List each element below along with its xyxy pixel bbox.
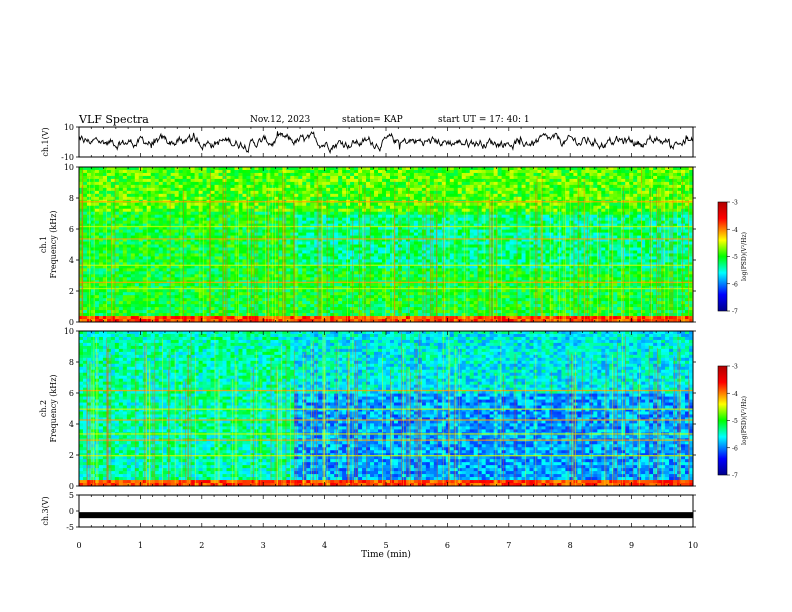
- ch2-spectrogram-ytick-3: 6: [69, 389, 74, 398]
- colorbar-2-tick-1: -4: [732, 391, 738, 398]
- ch1-spectrogram-ytick-4: 8: [69, 194, 74, 203]
- ch2-spectrogram-label-channel: ch.2: [39, 400, 48, 417]
- ch1-spectrogram-ytick-5: 10: [64, 163, 74, 172]
- colorbar-2-tick-0: -3: [732, 364, 738, 371]
- ch1-waveform-ytick-0: 10: [64, 123, 74, 132]
- ch3-waveform-ytick-0: 5: [69, 491, 74, 500]
- ch1-spectrogram-label-frequency: Frequency (kHz): [49, 210, 58, 278]
- xtick-label-9: 9: [629, 541, 634, 550]
- xaxis-label: Time (min): [361, 549, 411, 560]
- date-label: Nov.12, 2023: [250, 115, 311, 125]
- ch1-spectrogram-ytick-0: 0: [69, 318, 74, 327]
- ch2-spectrogram-ytick-1: 2: [69, 451, 74, 460]
- ch3-waveform-ytick-1: 0: [69, 507, 74, 516]
- colorbar-1-tick-1: -4: [732, 227, 738, 234]
- xtick-label-7: 7: [506, 541, 511, 550]
- ch3-waveform-frame: [78, 494, 694, 528]
- colorbar-1: [717, 201, 728, 312]
- spectrogram-1-image: [79, 167, 694, 323]
- ch1-spectrogram-ytick-2: 4: [69, 256, 74, 265]
- xtick-label-8: 8: [568, 541, 573, 550]
- ch2-spectrogram-ytick-0: 0: [69, 482, 74, 491]
- colorbar-2-tick-2: -5: [732, 418, 738, 425]
- plot-title: VLF Spectra: [79, 113, 149, 126]
- colorbar-2-label: log(PSD)(V²/Hz): [741, 396, 748, 445]
- ch1-spectrogram-ytick-1: 2: [69, 287, 74, 296]
- ch1-waveform-ytick-1: -10: [61, 153, 74, 162]
- ch2-spectrogram-ytick-5: 10: [64, 327, 74, 336]
- ch2-spectrogram-label-frequency: Frequency (kHz): [49, 374, 58, 442]
- ch2-spectrogram-ytick-4: 8: [69, 358, 74, 367]
- xtick-label-0: 0: [76, 541, 81, 550]
- ch3-ylabel: ch.3(V): [41, 496, 50, 525]
- xtick-label-1: 1: [138, 541, 143, 550]
- ch3-waveform-ytick-2: -5: [66, 523, 74, 532]
- ch1-spectrogram-label-channel: ch.1: [39, 236, 48, 253]
- ch1-spectrogram-ytick-3: 6: [69, 225, 74, 234]
- xtick-label-4: 4: [322, 541, 327, 550]
- xtick-label-5: 5: [383, 541, 388, 550]
- xtick-label-10: 10: [688, 541, 698, 550]
- ch2-spectrogram-ytick-2: 4: [69, 420, 74, 429]
- colorbar-1-tick-4: -7: [732, 309, 738, 316]
- colorbar-2-tick-3: -6: [732, 445, 738, 452]
- start-time-label: start UT = 17: 40: 1: [438, 115, 530, 125]
- ch1-waveform-trace: [78, 131, 694, 155]
- colorbar-1-tick-3: -6: [732, 281, 738, 288]
- xtick-label-6: 6: [445, 541, 450, 550]
- xtick-label-3: 3: [261, 541, 266, 550]
- spectrogram-2-image: [79, 331, 694, 487]
- xtick-label-2: 2: [199, 541, 204, 550]
- colorbar-1-label: log(PSD)(V²/Hz): [741, 232, 748, 281]
- station-label: station= KAP: [342, 115, 403, 125]
- ch1-ylabel: ch.1(V): [41, 127, 50, 156]
- colorbar-1-tick-0: -3: [732, 200, 738, 207]
- colorbar-2-tick-4: -7: [732, 473, 738, 480]
- colorbar-2: [717, 365, 728, 476]
- colorbar-1-tick-2: -5: [732, 254, 738, 261]
- ch3-waveform-trace: [79, 512, 693, 519]
